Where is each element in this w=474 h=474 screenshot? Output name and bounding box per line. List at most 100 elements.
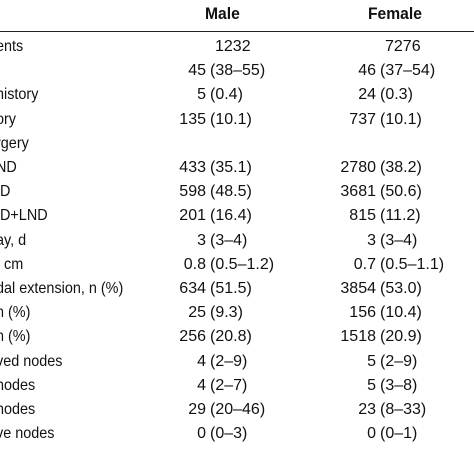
male-value: 25 bbox=[188, 304, 206, 322]
female-value: 3 bbox=[367, 231, 376, 249]
row-label: ID bbox=[0, 183, 11, 201]
female-range: (10.4) bbox=[380, 304, 422, 322]
male-value: 45 bbox=[188, 62, 206, 80]
header-rule bbox=[0, 31, 474, 32]
row-label: n (%) bbox=[0, 304, 31, 322]
female-value: 3854 bbox=[340, 280, 376, 297]
row-label: ND bbox=[0, 159, 17, 176]
female-value: 0.7 bbox=[353, 255, 376, 273]
male-range: (35.1) bbox=[210, 159, 252, 176]
female-value: 5 bbox=[367, 352, 376, 370]
male-value: 201 bbox=[179, 207, 206, 225]
table-row: ory135(10.1)737(10.1) bbox=[0, 109, 474, 133]
male-range: (20–46) bbox=[210, 401, 266, 418]
female-value: 7276 bbox=[385, 38, 421, 55]
female-value: 3681 bbox=[340, 183, 376, 201]
male-value: 4 bbox=[197, 376, 206, 394]
row-label: rgery bbox=[0, 134, 29, 152]
female-value: 156 bbox=[349, 304, 376, 322]
female-value: 46 bbox=[358, 62, 376, 80]
female-range: (50.6) bbox=[380, 183, 422, 201]
male-range: (3–4) bbox=[210, 231, 248, 249]
male-range: (0.4) bbox=[210, 86, 243, 104]
male-range: (0.5–1.2) bbox=[210, 255, 275, 273]
table-row: rgery bbox=[0, 133, 474, 157]
male-range: (38–55) bbox=[210, 62, 266, 80]
female-value: 1518 bbox=[340, 328, 376, 346]
row-label: ory bbox=[0, 110, 17, 128]
female-value: 24 bbox=[358, 86, 376, 104]
male-value: 1232 bbox=[215, 38, 251, 55]
table-row: dal extension, n (%) 634 (51.5) 3854 (53.0) bbox=[0, 278, 474, 302]
male-value: 634 bbox=[179, 280, 206, 297]
female-value: 23 bbox=[358, 401, 376, 418]
male-value: 29 bbox=[188, 401, 206, 418]
male-range: (51.5) bbox=[210, 280, 252, 297]
female-value: 5 bbox=[367, 376, 376, 394]
row-label: ve nodes bbox=[0, 425, 55, 443]
table-row: ve nodes 0 (0–3) 0 (0–1) bbox=[0, 423, 474, 447]
male-range: (2–7) bbox=[210, 376, 248, 394]
male-range: (16.4) bbox=[210, 207, 252, 225]
female-range: (0.5–1.1) bbox=[380, 255, 445, 273]
male-value: 4 bbox=[197, 352, 206, 370]
male-value: 5 bbox=[197, 86, 206, 104]
female-range: (2–9) bbox=[380, 352, 418, 370]
female-range: (53.0) bbox=[380, 280, 422, 297]
female-range: (10.1) bbox=[380, 110, 422, 128]
table-row: ved nodes 4 (2–9) 5 (2–9) bbox=[0, 351, 474, 375]
row-label: , cm bbox=[0, 255, 24, 273]
table-row: nodes 4(2–7) 5(3–8) bbox=[0, 375, 474, 399]
table-row: 45 (38–55) 46 (37–54) bbox=[0, 60, 474, 84]
female-range: (11.2) bbox=[380, 207, 421, 225]
table-row: ID 598(48.5) 3681(50.6) bbox=[0, 181, 474, 205]
female-value: 737 bbox=[349, 110, 376, 128]
male-value: 3 bbox=[197, 231, 206, 249]
row-label: ay, d bbox=[0, 231, 27, 249]
female-value: 2780 bbox=[340, 159, 376, 176]
female-value: 0 bbox=[367, 425, 376, 443]
female-value: 815 bbox=[349, 207, 376, 225]
table-row: ID+LND 201 (16.4) 815 (11.2) bbox=[0, 205, 474, 229]
female-range: (38.2) bbox=[380, 159, 422, 176]
female-range: (37–54) bbox=[380, 62, 436, 80]
male-value: 0 bbox=[197, 425, 206, 443]
male-value: 0.8 bbox=[183, 255, 206, 273]
female-range: (8–33) bbox=[380, 401, 427, 418]
row-label: ved nodes bbox=[0, 352, 63, 370]
male-range: (48.5) bbox=[210, 183, 252, 201]
row-label: dal extension, n (%) bbox=[0, 280, 124, 297]
table-row: history 5 (0.4) 24 (0.3) bbox=[0, 84, 474, 108]
male-range: (9.3) bbox=[210, 304, 243, 322]
male-range: (20.8) bbox=[210, 328, 252, 346]
row-label: nodes bbox=[0, 401, 36, 418]
table-row: n (%) 256(20.8) 1518(20.9) bbox=[0, 326, 474, 350]
row-label: history bbox=[0, 86, 39, 104]
column-header-female: Female bbox=[368, 4, 422, 23]
table-row: ND 433(35.1) 2780(38.2) bbox=[0, 157, 474, 181]
female-range: (0–1) bbox=[380, 425, 418, 443]
table-row: nodes 29(20–46) 23(8–33) bbox=[0, 399, 474, 423]
female-range: (0.3) bbox=[380, 86, 413, 104]
column-header-male: Male bbox=[205, 4, 240, 23]
table-header: Male Female bbox=[0, 0, 474, 30]
male-value: 256 bbox=[179, 328, 206, 346]
male-range: (0–3) bbox=[210, 425, 248, 443]
row-label: nodes bbox=[0, 376, 36, 394]
male-value: 135 bbox=[179, 110, 206, 128]
row-label: ID+LND bbox=[0, 207, 48, 225]
male-range: (2–9) bbox=[210, 352, 248, 370]
male-value: 598 bbox=[179, 183, 206, 201]
row-label: n (%) bbox=[0, 328, 31, 346]
female-range: (20.9) bbox=[380, 328, 422, 346]
male-range: (10.1) bbox=[210, 110, 252, 128]
table-row: ay, d3(3–4)3(3–4) bbox=[0, 230, 474, 254]
table-row: n (%) 25(9.3) 156(10.4) bbox=[0, 302, 474, 326]
male-value: 433 bbox=[179, 159, 206, 176]
table-row: , cm 0.8(0.5–1.2) 0.7(0.5–1.1) bbox=[0, 254, 474, 278]
female-range: (3–4) bbox=[380, 231, 418, 249]
female-range: (3–8) bbox=[380, 376, 418, 394]
